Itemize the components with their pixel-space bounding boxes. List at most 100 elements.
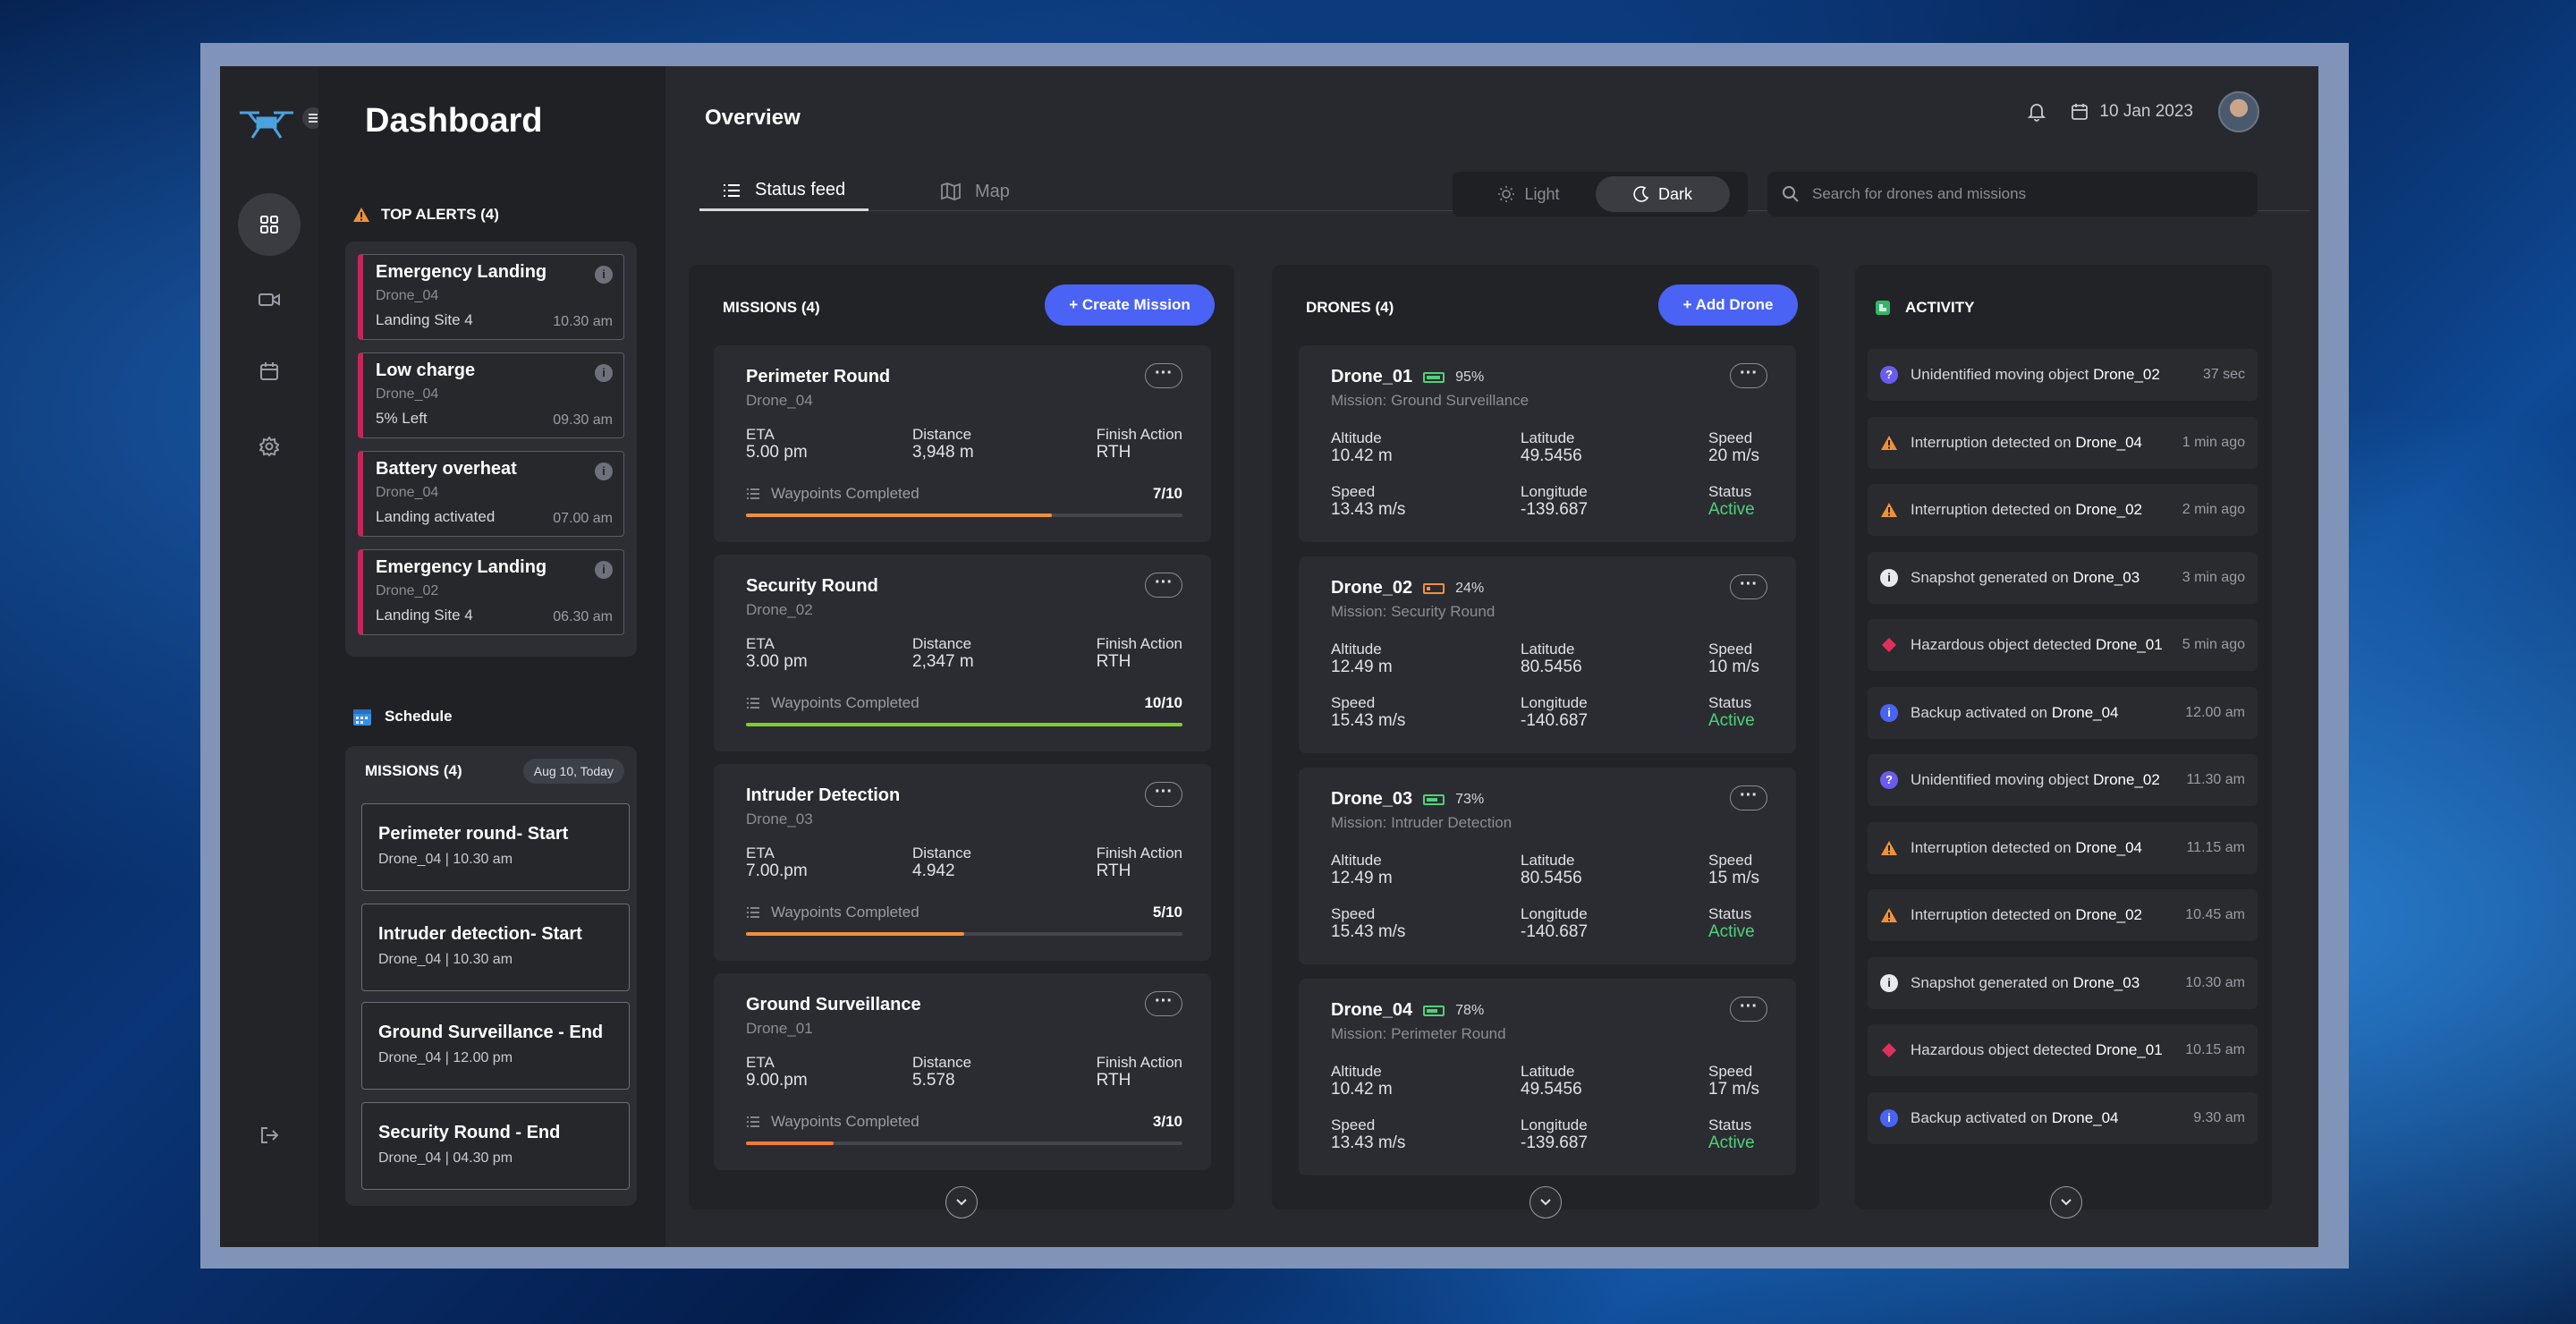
more-options-button[interactable]: ··· bbox=[1730, 574, 1767, 599]
activity-time: 11.15 am bbox=[2186, 839, 2245, 855]
activity-time: 5 min ago bbox=[2182, 637, 2245, 652]
speed-value: 15.43 m/s bbox=[1331, 922, 1406, 941]
more-options-button[interactable]: ··· bbox=[1145, 782, 1182, 807]
activity-drone: Drone_04 bbox=[2051, 703, 2119, 721]
activity-item[interactable]: Interruption detected on Drone_02 2 min … bbox=[1868, 484, 2258, 536]
activity-item[interactable]: Interruption detected on Drone_04 1 min … bbox=[1868, 416, 2258, 469]
nav-video[interactable] bbox=[238, 268, 301, 331]
drone-title-row: Drone_04 78% bbox=[1331, 1000, 1484, 1021]
mission-card[interactable]: Perimeter Round Drone_04 ··· ETA 5.00 pm … bbox=[714, 345, 1211, 542]
activity-item[interactable]: Hazardous object detected Drone_01 5 min… bbox=[1868, 619, 2258, 671]
schedule-item[interactable]: Perimeter round- Start Drone_04 | 10.30 a… bbox=[361, 803, 630, 891]
activity-heading: ACTIVITY bbox=[1875, 299, 1974, 317]
logout-icon bbox=[261, 1127, 279, 1143]
activity-message: Interruption detected on bbox=[1911, 433, 2072, 451]
scroll-down-button[interactable] bbox=[1530, 1186, 1562, 1218]
mission-drone: Drone_01 bbox=[746, 1020, 813, 1037]
info-icon[interactable]: i bbox=[595, 364, 613, 382]
alert-card[interactable]: Battery overheat Drone_04 Landing activate… bbox=[358, 451, 624, 537]
drone-card[interactable]: Drone_03 73% Mission: Intruder Detection … bbox=[1299, 768, 1796, 964]
latitude-value: 80.5456 bbox=[1521, 658, 1582, 676]
add-drone-button[interactable]: + Add Drone bbox=[1658, 284, 1798, 326]
mission-card[interactable]: Ground Surveillance Drone_01 ··· ETA 9.00… bbox=[714, 973, 1211, 1170]
drone-mission: Mission: Intruder Detection bbox=[1331, 814, 1513, 831]
activity-item[interactable]: i Backup activated on Drone_04 9.30 am bbox=[1868, 1091, 2258, 1144]
activity-item[interactable]: Interruption detected on Drone_04 11.15 … bbox=[1868, 821, 2258, 874]
schedule-item[interactable]: Intruder detection- Start Drone_04 | 10.3… bbox=[361, 904, 630, 991]
info-icon[interactable]: i bbox=[595, 463, 613, 480]
alert-drone: Drone_04 bbox=[376, 288, 439, 303]
chevron-down-icon bbox=[1540, 1199, 1551, 1206]
nav-settings[interactable] bbox=[238, 415, 301, 478]
theme-dark-option[interactable]: Dark bbox=[1596, 176, 1730, 212]
activity-time: 11.30 am bbox=[2186, 772, 2245, 787]
activity-drone: Drone_02 bbox=[2075, 906, 2142, 923]
activity-item[interactable]: i Backup activated on Drone_04 12.00 am bbox=[1868, 686, 2258, 739]
drone-card[interactable]: Drone_02 24% Mission: Security Round Alti… bbox=[1299, 556, 1796, 753]
bell-icon[interactable] bbox=[2028, 102, 2046, 122]
scroll-down-button[interactable] bbox=[2050, 1186, 2082, 1218]
drone-card[interactable]: Drone_01 95% Mission: Ground Surveillance… bbox=[1299, 345, 1796, 542]
altitude-field: Altitude 12.49 m bbox=[1331, 852, 1393, 887]
schedule-item[interactable]: Ground Surveillance - End Drone_04 | 12.0… bbox=[361, 1002, 630, 1090]
speed-top-field: Speed 10 m/s bbox=[1708, 641, 1759, 676]
info-icon[interactable]: i bbox=[595, 561, 613, 579]
alert-card[interactable]: Emergency Landing Drone_04 Landing Site 4 1… bbox=[358, 254, 624, 340]
activity-item[interactable]: Hazardous object detected Drone_01 10.15… bbox=[1868, 1024, 2258, 1076]
activity-item[interactable]: ? Unidentified moving object Drone_02 11… bbox=[1868, 754, 2258, 806]
schedule-item[interactable]: Security Round - End Drone_04 | 04.30 pm bbox=[361, 1102, 630, 1190]
more-options-button[interactable]: ··· bbox=[1145, 991, 1182, 1016]
nav-calendar[interactable] bbox=[238, 340, 301, 403]
theme-light-option[interactable]: Light bbox=[1462, 176, 1596, 212]
create-mission-button[interactable]: + Create Mission bbox=[1045, 284, 1215, 326]
scroll-down-button[interactable] bbox=[945, 1186, 978, 1218]
schedule-date-chip[interactable]: Aug 10, Today bbox=[522, 759, 624, 784]
page-title: Dashboard bbox=[365, 102, 543, 140]
activity-drone: Drone_02 bbox=[2075, 501, 2142, 518]
drone-card[interactable]: Drone_04 78% Mission: Perimeter Round Alt… bbox=[1299, 979, 1796, 1175]
schedule-item-title: Perimeter round- Start bbox=[378, 824, 569, 844]
activity-item[interactable]: i Snapshot generated on Drone_03 3 min a… bbox=[1868, 551, 2258, 604]
info-icon[interactable]: i bbox=[595, 266, 613, 284]
question-icon: ? bbox=[1880, 771, 1898, 789]
eta-value: 7.00.pm bbox=[746, 861, 808, 880]
speed-label: Speed bbox=[1331, 905, 1376, 922]
more-options-button[interactable]: ··· bbox=[1145, 573, 1182, 598]
warning-icon bbox=[1880, 501, 1898, 519]
longitude-field: Longitude -139.687 bbox=[1521, 483, 1588, 519]
drone-name: Drone_01 bbox=[1331, 367, 1413, 386]
speed-top-field: Speed 15 m/s bbox=[1708, 852, 1759, 887]
alert-card[interactable]: Emergency Landing Drone_02 Landing Site 4 0… bbox=[358, 549, 624, 635]
more-options-button[interactable]: ··· bbox=[1145, 363, 1182, 388]
more-options-button[interactable]: ··· bbox=[1730, 997, 1767, 1022]
speed-top-value: 10 m/s bbox=[1708, 658, 1760, 676]
moon-icon bbox=[1633, 186, 1649, 202]
waypoints-label: Waypoints Completed bbox=[771, 485, 919, 502]
activity-message: Interruption detected on bbox=[1911, 906, 2072, 923]
waypoints-count: 3/10 bbox=[1152, 1113, 1182, 1130]
waypoints-count: 5/10 bbox=[1152, 904, 1182, 921]
nav-logout[interactable] bbox=[238, 1104, 301, 1167]
alert-card[interactable]: Low charge Drone_04 5% Left 09.30 am i bbox=[358, 352, 624, 438]
tab-map[interactable]: Map bbox=[941, 172, 1010, 211]
activity-item[interactable]: ? Unidentified moving object Drone_02 37… bbox=[1868, 349, 2258, 401]
activity-time: 10.45 am bbox=[2185, 907, 2245, 922]
eta-field: ETA 3.00 pm bbox=[746, 635, 808, 671]
nav-dashboard[interactable] bbox=[238, 193, 301, 256]
more-options-button[interactable]: ··· bbox=[1730, 785, 1767, 811]
battery-icon bbox=[1423, 582, 1445, 594]
speed-top-field: Speed 17 m/s bbox=[1708, 1063, 1759, 1099]
activity-item[interactable]: Interruption detected on Drone_02 10.45 … bbox=[1868, 889, 2258, 941]
distance-label: Distance bbox=[912, 1054, 972, 1071]
calendar-icon bbox=[260, 362, 278, 380]
search-input[interactable] bbox=[1812, 185, 2241, 203]
info-icon: i bbox=[1880, 973, 1898, 992]
activity-time: 12.00 am bbox=[2185, 704, 2245, 720]
more-options-button[interactable]: ··· bbox=[1730, 363, 1767, 388]
avatar[interactable] bbox=[2218, 91, 2259, 132]
mission-card[interactable]: Intruder Detection Drone_03 ··· ETA 7.00.… bbox=[714, 764, 1211, 961]
drones-column: DRONES (4) + Add Drone Drone_01 95% Missi… bbox=[1272, 265, 1819, 1218]
tab-status-feed[interactable]: Status feed bbox=[699, 172, 869, 211]
activity-item[interactable]: i Snapshot generated on Drone_03 10.30 a… bbox=[1868, 956, 2258, 1009]
mission-card[interactable]: Security Round Drone_02 ··· ETA 3.00 pm D… bbox=[714, 555, 1211, 751]
